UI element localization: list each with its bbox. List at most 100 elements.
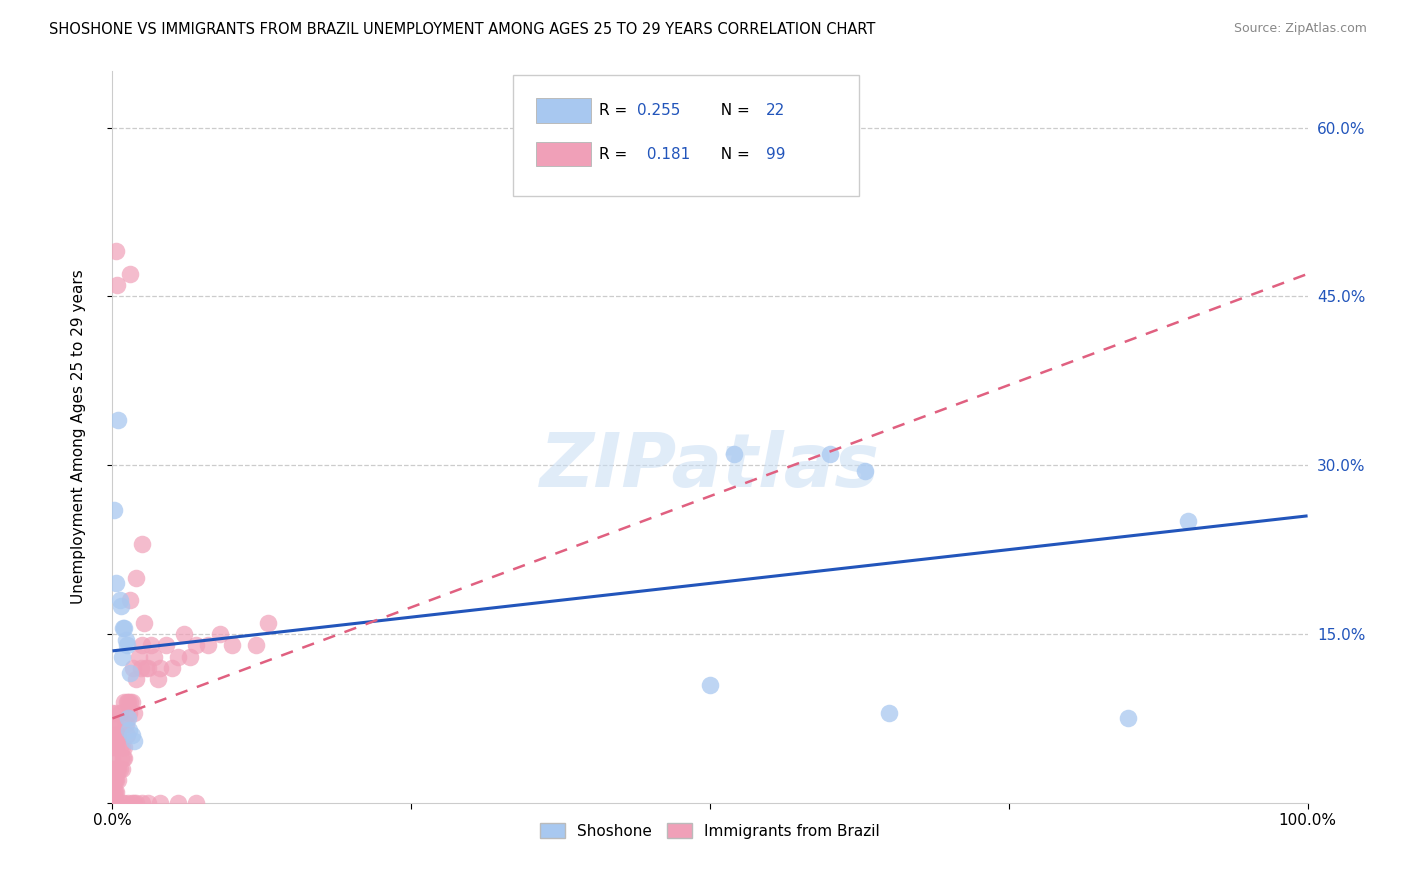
Point (221, 638, 243, 652)
Point (879, 706, 901, 720)
Point (114, 717, 136, 731)
Point (115, 638, 138, 652)
Point (101, 796, 124, 810)
Point (104, 728, 127, 742)
Point (103, 739, 125, 754)
Point (131, 638, 153, 652)
Point (105, 762, 128, 776)
Point (105, 278, 128, 293)
Point (107, 773, 129, 788)
Point (107, 728, 129, 742)
Text: ZIPatlas: ZIPatlas (540, 430, 880, 503)
Text: R =: R = (599, 146, 633, 161)
Point (101, 796, 124, 810)
Point (107, 762, 129, 776)
FancyBboxPatch shape (513, 75, 859, 195)
Text: 22: 22 (766, 103, 786, 118)
Point (105, 244, 128, 259)
Point (114, 751, 135, 765)
Text: SHOSHONE VS IMMIGRANTS FROM BRAZIL UNEMPLOYMENT AMONG AGES 25 TO 29 YEARS CORREL: SHOSHONE VS IMMIGRANTS FROM BRAZIL UNEMP… (49, 22, 876, 37)
Point (101, 762, 124, 776)
Point (101, 796, 124, 810)
Point (257, 615, 280, 630)
Point (101, 739, 124, 754)
Point (155, 638, 177, 652)
Point (101, 717, 124, 731)
Point (120, 666, 142, 681)
Y-axis label: Unemployment Among Ages 25 to 29 years: Unemployment Among Ages 25 to 29 years (72, 269, 86, 605)
Point (131, 537, 153, 551)
Point (111, 739, 134, 754)
Point (167, 796, 190, 810)
Point (104, 762, 127, 776)
Point (1118, 711, 1140, 725)
Point (101, 796, 124, 810)
Point (110, 751, 132, 765)
Point (122, 734, 145, 748)
Point (121, 694, 143, 708)
Point (129, 661, 152, 675)
FancyBboxPatch shape (536, 98, 591, 122)
Point (118, 723, 141, 737)
Point (122, 796, 145, 810)
Point (114, 796, 135, 810)
Point (855, 464, 877, 478)
Point (101, 784, 124, 798)
Text: R =: R = (599, 103, 633, 118)
Point (149, 661, 172, 675)
Point (149, 796, 172, 810)
Point (120, 593, 142, 607)
Point (111, 796, 134, 810)
Point (1177, 515, 1199, 529)
Point (122, 706, 145, 720)
Point (125, 571, 148, 585)
Point (138, 796, 160, 810)
Point (121, 796, 143, 810)
Point (162, 661, 183, 675)
Point (143, 649, 166, 664)
Legend: Shoshone, Immigrants from Brazil: Shoshone, Immigrants from Brazil (533, 815, 887, 847)
Point (114, 694, 135, 708)
Point (120, 694, 142, 708)
Point (131, 796, 153, 810)
Point (173, 627, 195, 641)
Point (138, 661, 160, 675)
Point (101, 706, 124, 720)
Text: N =: N = (711, 103, 755, 118)
Point (111, 762, 134, 776)
Text: 0.255: 0.255 (637, 103, 681, 118)
Point (104, 784, 127, 798)
Point (104, 773, 127, 788)
Point (115, 728, 138, 742)
Point (103, 717, 125, 731)
Point (105, 706, 128, 720)
Point (107, 413, 129, 427)
FancyBboxPatch shape (536, 142, 591, 167)
Point (103, 784, 125, 798)
Point (139, 638, 162, 652)
Point (101, 773, 124, 788)
Point (101, 728, 124, 742)
Point (103, 503, 125, 517)
Point (101, 796, 124, 810)
Point (105, 796, 128, 810)
Point (121, 661, 143, 675)
Point (132, 615, 155, 630)
Point (108, 739, 131, 754)
Point (114, 621, 135, 635)
Point (105, 728, 128, 742)
Point (135, 661, 157, 675)
Point (101, 784, 124, 798)
Point (105, 739, 128, 754)
Point (114, 739, 135, 754)
Point (115, 694, 138, 708)
Point (128, 649, 150, 664)
Point (110, 717, 132, 731)
Point (103, 762, 125, 776)
Point (146, 672, 169, 686)
Point (167, 649, 190, 664)
Point (818, 447, 841, 461)
Text: 0.181: 0.181 (643, 146, 690, 161)
Point (112, 751, 135, 765)
Point (108, 762, 131, 776)
